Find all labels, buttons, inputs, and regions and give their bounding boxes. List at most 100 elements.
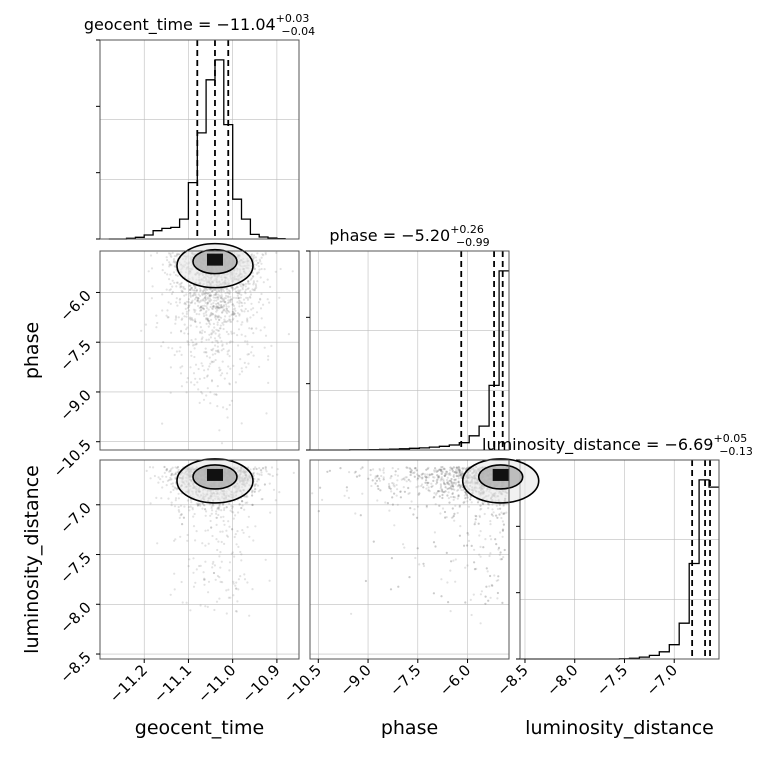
scatter-point xyxy=(180,289,183,292)
scatter-point xyxy=(451,491,454,495)
scatter-point xyxy=(390,557,393,560)
scatter-point xyxy=(466,496,469,499)
scatter-point xyxy=(217,318,221,321)
scatter-point xyxy=(473,561,476,564)
scatter-point xyxy=(438,495,441,498)
scatter-point xyxy=(223,309,226,312)
scatter-point xyxy=(441,493,444,497)
scatter-point xyxy=(354,512,357,515)
scatter-point xyxy=(251,345,254,348)
scatter-point xyxy=(222,308,225,311)
title-plus-error: +0.03 xyxy=(276,12,310,25)
scatter-point xyxy=(204,296,207,299)
scatter-point xyxy=(250,327,253,330)
scatter-point xyxy=(386,502,389,505)
scatter-point xyxy=(201,336,204,339)
scatter-point xyxy=(441,490,444,493)
scatter-point xyxy=(413,467,417,470)
scatter-point xyxy=(203,351,206,354)
scatter-point xyxy=(497,575,500,578)
scatter-point xyxy=(355,475,359,478)
scatter-point xyxy=(256,484,260,487)
scatter-point xyxy=(407,487,410,490)
scatter-point xyxy=(374,475,377,478)
scatter-point xyxy=(499,531,502,534)
scatter-point xyxy=(457,488,460,491)
scatter-point xyxy=(464,601,467,604)
scatter-point xyxy=(185,391,188,394)
scatter-point xyxy=(196,296,199,300)
scatter-point xyxy=(382,476,385,479)
scatter-point xyxy=(248,614,251,617)
scatter-point xyxy=(251,490,254,493)
scatter-point xyxy=(153,474,156,478)
scatter-point xyxy=(183,302,186,305)
scatter-point xyxy=(256,280,259,283)
scatter-point xyxy=(248,327,251,330)
scatter-point xyxy=(226,295,230,298)
scatter-point xyxy=(502,523,505,526)
scatter-point xyxy=(221,344,224,347)
scatter-point xyxy=(223,507,226,510)
scatter-point xyxy=(212,322,215,325)
scatter-point xyxy=(263,483,266,486)
scatter-point xyxy=(264,558,267,561)
scatter-point xyxy=(464,566,467,569)
scatter-point xyxy=(165,256,168,259)
scatter-point xyxy=(412,513,415,516)
scatter-point xyxy=(224,300,227,303)
scatter-point xyxy=(197,297,200,300)
scatter-point xyxy=(211,290,214,293)
scatter-point xyxy=(226,309,229,312)
scatter-point xyxy=(270,344,273,347)
scatter-point xyxy=(194,309,197,312)
scatter-point xyxy=(236,600,239,603)
scatter-point xyxy=(358,474,361,477)
scatter-point xyxy=(221,311,224,314)
scatter-point xyxy=(189,324,192,327)
scatter-point xyxy=(214,315,217,318)
scatter-point xyxy=(227,596,230,599)
scatter-point xyxy=(453,496,456,499)
scatter-point xyxy=(421,472,425,475)
scatter-point xyxy=(214,578,217,581)
scatter-point xyxy=(231,287,235,290)
scatter-point xyxy=(246,320,249,323)
scatter-point xyxy=(167,252,171,255)
scatter-point xyxy=(417,493,420,496)
scatter-point xyxy=(203,314,206,318)
scatter-point xyxy=(227,333,230,336)
scatter-point xyxy=(183,332,186,335)
scatter-point xyxy=(167,316,170,319)
scatter-point xyxy=(199,294,202,298)
scatter-point xyxy=(462,468,465,471)
scatter-point xyxy=(481,501,484,504)
scatter-point xyxy=(192,344,195,347)
scatter-point xyxy=(220,560,223,563)
scatter-point xyxy=(249,278,252,281)
scatter-point xyxy=(392,484,395,487)
scatter-point xyxy=(414,556,417,560)
scatter-point xyxy=(278,296,281,299)
scatter-point xyxy=(179,286,182,289)
scatter-point xyxy=(197,299,200,302)
scatter-point xyxy=(236,292,239,295)
scatter-point xyxy=(161,486,164,489)
scatter-point xyxy=(406,466,409,469)
scatter-point xyxy=(405,466,408,469)
scatter-point xyxy=(178,283,181,286)
scatter-point xyxy=(453,488,456,491)
scatter-point xyxy=(430,485,433,488)
scatter-point xyxy=(500,511,503,514)
scatter-point xyxy=(493,574,496,577)
scatter-point xyxy=(458,470,461,473)
scatter-point xyxy=(443,474,446,477)
scatter-point xyxy=(444,472,447,475)
scatter-point xyxy=(234,309,237,312)
scatter-point xyxy=(196,300,199,303)
scatter-point xyxy=(461,470,464,473)
scatter-point xyxy=(216,290,219,293)
scatter-point xyxy=(503,512,506,515)
scatter-point xyxy=(465,467,468,470)
scatter-point xyxy=(188,284,191,287)
